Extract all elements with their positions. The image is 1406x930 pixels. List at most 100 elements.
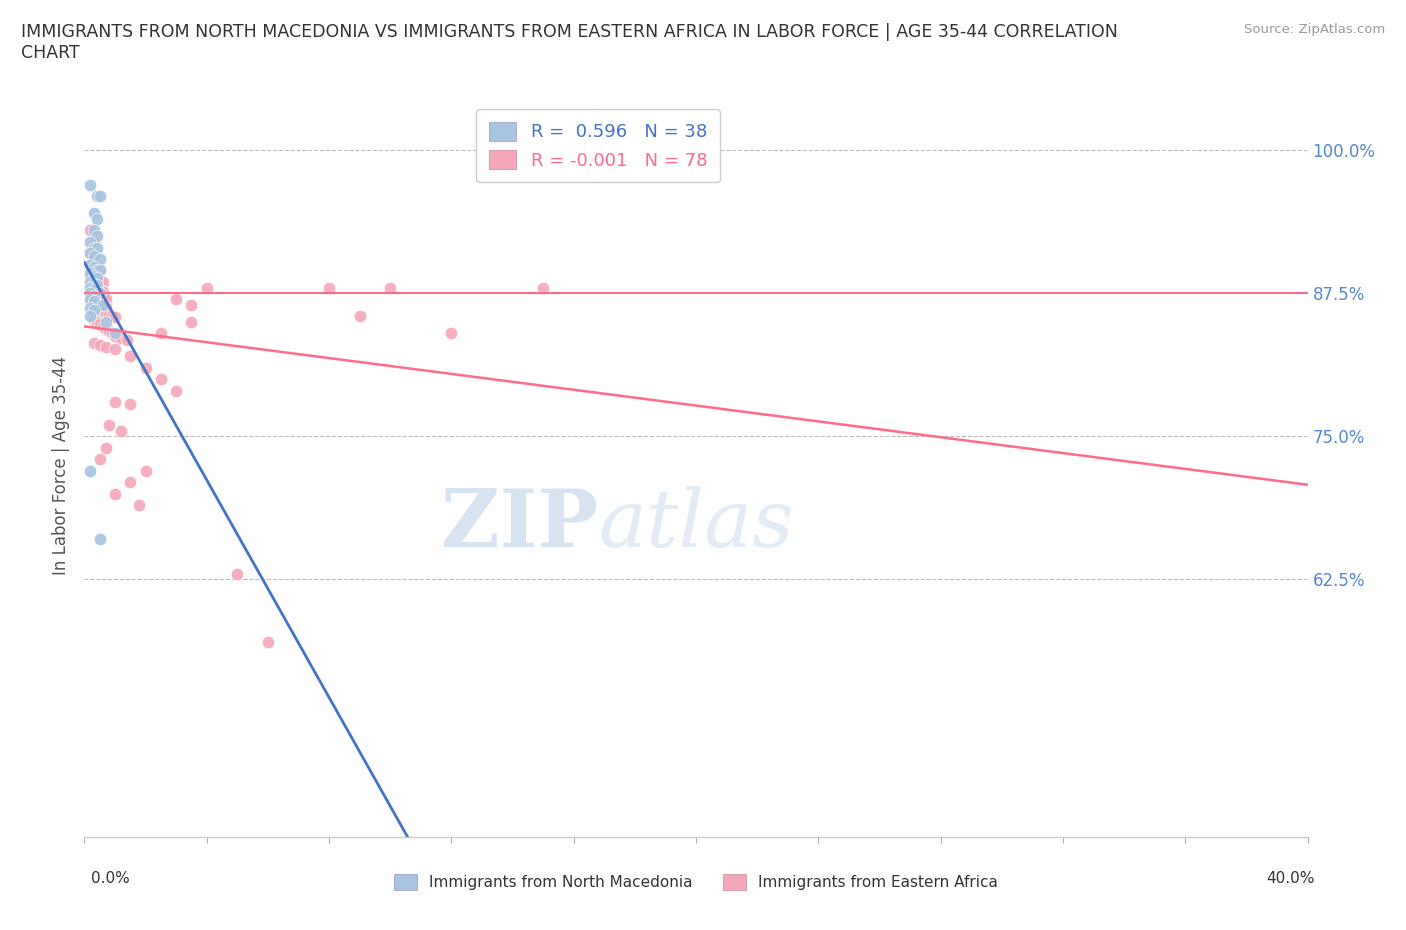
Point bbox=[86, 189, 108, 204]
Point bbox=[91, 299, 114, 313]
Point bbox=[91, 285, 114, 299]
Point bbox=[120, 349, 142, 364]
Point bbox=[83, 283, 105, 298]
Point bbox=[79, 223, 101, 238]
Point bbox=[79, 286, 101, 300]
Point bbox=[89, 290, 111, 305]
Point bbox=[91, 305, 114, 320]
Point bbox=[79, 277, 101, 292]
Point bbox=[83, 206, 105, 220]
Point bbox=[180, 314, 202, 329]
Point bbox=[165, 292, 187, 307]
Point bbox=[257, 635, 280, 650]
Text: 40.0%: 40.0% bbox=[1267, 871, 1315, 886]
Point bbox=[83, 288, 105, 303]
Point bbox=[94, 339, 117, 354]
Point bbox=[83, 335, 105, 350]
Point bbox=[79, 258, 101, 272]
Point bbox=[135, 360, 157, 375]
Point bbox=[89, 298, 111, 312]
Point bbox=[86, 302, 108, 317]
Point bbox=[91, 319, 114, 334]
Point bbox=[79, 246, 101, 260]
Point bbox=[83, 277, 105, 292]
Point bbox=[86, 272, 108, 287]
Point bbox=[104, 326, 127, 340]
Point bbox=[86, 263, 108, 278]
Point bbox=[86, 278, 108, 293]
Point bbox=[128, 498, 150, 512]
Point bbox=[86, 211, 108, 226]
Point bbox=[79, 463, 101, 478]
Point bbox=[79, 286, 101, 300]
Point bbox=[135, 463, 157, 478]
Point bbox=[79, 246, 101, 260]
Point bbox=[104, 486, 127, 501]
Point bbox=[83, 312, 105, 327]
Point bbox=[79, 177, 101, 192]
Text: ZIP: ZIP bbox=[441, 485, 598, 564]
Point bbox=[97, 308, 120, 323]
Point bbox=[94, 322, 117, 337]
Point bbox=[104, 342, 127, 357]
Point bbox=[83, 300, 105, 315]
Point bbox=[83, 303, 105, 318]
Text: IMMIGRANTS FROM NORTH MACEDONIA VS IMMIGRANTS FROM EASTERN AFRICA IN LABOR FORCE: IMMIGRANTS FROM NORTH MACEDONIA VS IMMIG… bbox=[21, 23, 1118, 62]
Point bbox=[110, 330, 132, 345]
Point bbox=[83, 259, 105, 274]
Legend: Immigrants from North Macedonia, Immigrants from Eastern Africa: Immigrants from North Macedonia, Immigra… bbox=[388, 868, 1004, 897]
Point bbox=[380, 280, 402, 295]
Point bbox=[149, 372, 172, 387]
Point bbox=[165, 383, 187, 398]
Point bbox=[83, 234, 105, 249]
Point bbox=[86, 296, 108, 311]
Point bbox=[120, 474, 142, 489]
Point bbox=[83, 248, 105, 263]
Text: atlas: atlas bbox=[598, 485, 793, 564]
Point bbox=[83, 259, 105, 274]
Point bbox=[83, 269, 105, 284]
Point bbox=[83, 271, 105, 286]
Point bbox=[115, 333, 138, 348]
Point bbox=[110, 423, 132, 438]
Point bbox=[97, 418, 120, 432]
Point bbox=[101, 326, 124, 340]
Point bbox=[94, 299, 117, 314]
Point bbox=[79, 300, 101, 315]
Point bbox=[89, 273, 111, 288]
Point bbox=[104, 328, 127, 343]
Point bbox=[83, 251, 105, 266]
Point bbox=[318, 280, 340, 295]
Point bbox=[79, 258, 101, 272]
Point bbox=[104, 394, 127, 409]
Point bbox=[531, 280, 554, 295]
Point bbox=[89, 317, 111, 332]
Point bbox=[89, 338, 111, 352]
Y-axis label: In Labor Force | Age 35-44: In Labor Force | Age 35-44 bbox=[52, 355, 70, 575]
Point bbox=[180, 298, 202, 312]
Point bbox=[79, 280, 101, 295]
Point bbox=[89, 283, 111, 298]
Point bbox=[86, 314, 108, 329]
Point bbox=[86, 271, 108, 286]
Point bbox=[349, 309, 371, 324]
Point bbox=[79, 269, 101, 284]
Point bbox=[94, 441, 117, 456]
Point bbox=[79, 265, 101, 280]
Point bbox=[83, 278, 105, 293]
Point bbox=[89, 263, 111, 278]
Point bbox=[91, 274, 114, 289]
Point bbox=[83, 240, 105, 255]
Point bbox=[89, 303, 111, 318]
Point bbox=[91, 298, 114, 312]
Point bbox=[94, 307, 117, 322]
Text: Source: ZipAtlas.com: Source: ZipAtlas.com bbox=[1244, 23, 1385, 36]
Point bbox=[86, 280, 108, 295]
Point bbox=[195, 280, 218, 295]
Point bbox=[83, 295, 105, 310]
Point bbox=[86, 240, 108, 255]
Point bbox=[89, 263, 111, 278]
Point bbox=[83, 223, 105, 238]
Point bbox=[79, 309, 101, 324]
Point bbox=[226, 566, 249, 581]
